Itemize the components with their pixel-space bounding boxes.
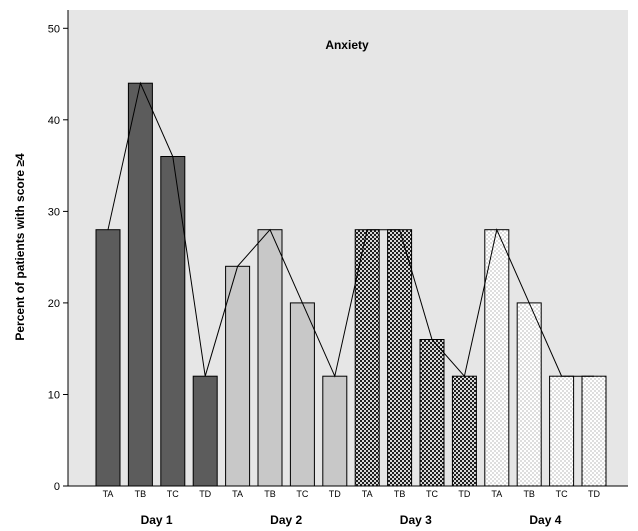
bar: [581, 375, 607, 487]
x-tick-label: TA: [232, 489, 243, 499]
group-label: Day 3: [400, 513, 432, 527]
x-tick-label: TB: [135, 489, 147, 499]
bar: [322, 375, 348, 487]
x-tick-label: TB: [523, 489, 535, 499]
y-tick-label: 20: [48, 298, 60, 310]
trend-line: [107, 81, 594, 378]
y-tick-label: 30: [48, 206, 60, 218]
trend-line-layer: [107, 81, 594, 378]
y-tick-label: 50: [48, 23, 60, 35]
chart-title: Anxiety: [325, 38, 369, 52]
bar: [354, 229, 380, 487]
x-tick-label: TD: [329, 489, 341, 499]
bar: [419, 339, 445, 487]
bar: [516, 302, 542, 487]
y-axis-label: Percent of patients with score ≥4: [13, 153, 27, 341]
bar: [127, 82, 153, 487]
x-tick-label: TD: [588, 489, 600, 499]
y-tick-label: 10: [48, 390, 60, 402]
y-tick-label: 40: [48, 115, 60, 127]
bar: [484, 229, 510, 487]
x-tick-label: TC: [167, 489, 179, 499]
group-label: Day 1: [141, 513, 173, 527]
bar: [192, 375, 218, 487]
group-label: Day 4: [529, 513, 561, 527]
y-tick-label: 0: [54, 481, 60, 493]
bar: [95, 229, 121, 487]
bar: [387, 229, 413, 487]
x-tick-label: TC: [296, 489, 308, 499]
x-tick-label: TA: [491, 489, 502, 499]
bar: [451, 375, 477, 487]
x-tick-label: TD: [458, 489, 470, 499]
x-tick-label: TC: [556, 489, 568, 499]
x-tick-label: TA: [362, 489, 373, 499]
x-tick-label: TD: [199, 489, 211, 499]
x-tick-label: TC: [426, 489, 438, 499]
x-tick-label: TB: [264, 489, 276, 499]
x-tick-label: TA: [103, 489, 114, 499]
bar: [257, 229, 283, 487]
axes-layer: TA TB TC TD TA TB TC TD TA TB TC TD TA TB TC TD 0 10 20 30 4…: [48, 10, 628, 527]
bar: [160, 156, 186, 487]
bar: [225, 265, 251, 487]
bar: [549, 375, 575, 487]
group-label: Day 2: [270, 513, 302, 527]
bar: [289, 302, 315, 487]
x-tick-label: TB: [394, 489, 406, 499]
